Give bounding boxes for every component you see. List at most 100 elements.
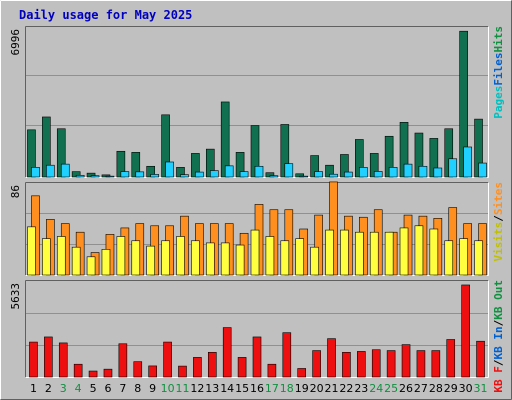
ymax-label-hits-files-pages: 6996 <box>9 29 22 56</box>
bar-kbytes-day-8 <box>133 361 143 378</box>
bar-visits-day-6 <box>101 249 111 276</box>
bar-files-day-1 <box>31 167 40 178</box>
bar-kbytes-day-22 <box>342 351 351 378</box>
x-label-day-15: 15 <box>235 382 249 395</box>
bar-kbytes-day-29 <box>446 339 456 378</box>
x-label-day-12: 12 <box>190 382 204 395</box>
bar-files-day-8 <box>135 171 145 178</box>
bar-kbytes-day-3 <box>58 342 68 378</box>
bar-kbytes-day-24 <box>371 349 381 378</box>
bar-files-day-9 <box>150 174 159 178</box>
bar-files-day-19 <box>299 175 309 178</box>
bar-kbytes-day-12 <box>193 357 202 378</box>
bar-kbytes-day-6 <box>103 368 113 378</box>
bar-kbytes-day-15 <box>237 357 247 378</box>
x-label-day-8: 8 <box>134 382 141 395</box>
bar-kbytes-day-16 <box>252 336 262 378</box>
bar-visits-day-11 <box>176 236 185 276</box>
bar-visits-day-27 <box>414 225 424 276</box>
bar-files-day-22 <box>344 171 353 178</box>
bar-files-day-3 <box>60 163 70 178</box>
bar-kbytes-day-28 <box>431 350 441 378</box>
bar-visits-day-10 <box>161 240 170 276</box>
bar-files-day-21 <box>329 173 338 178</box>
bar-files-day-26 <box>403 163 413 178</box>
bar-kbytes-day-26 <box>401 344 411 378</box>
legend-entry-kbytes-1: / <box>492 359 505 366</box>
bars-layer <box>27 30 487 378</box>
bar-files-day-2 <box>46 164 55 178</box>
legend-kbytes: KB F/KB In/KB Out <box>492 280 505 393</box>
bar-visits-day-19 <box>295 238 305 276</box>
bar-kbytes-day-7 <box>118 343 128 378</box>
bar-kbytes-day-17 <box>267 363 277 378</box>
legend-entry-kbytes-0: KB F <box>492 366 505 393</box>
bar-visits-day-17 <box>265 236 275 276</box>
bar-files-day-15 <box>239 171 249 178</box>
bar-kbytes-day-9 <box>148 365 157 378</box>
bar-files-day-29 <box>448 158 458 178</box>
bar-visits-day-16 <box>250 229 260 276</box>
legend-entry-visits-sites-1: / <box>492 215 505 222</box>
bar-kbytes-day-31 <box>476 340 485 378</box>
bar-files-day-18 <box>284 163 294 178</box>
x-day-labels: 1 2 3 4 5 6 7 8 9 10 11 12 13 14 15 16 17 18 19 20 21 22 23 24 2… <box>30 382 488 395</box>
x-label-day-14: 14 <box>220 382 234 395</box>
bar-kbytes-day-13 <box>207 351 217 378</box>
bar-visits-day-9 <box>146 245 155 276</box>
bar-files-day-5 <box>90 175 100 178</box>
x-label-day-18: 18 <box>280 382 294 395</box>
bar-visits-day-31 <box>474 240 483 276</box>
chart-title: Daily usage for May 2025 <box>19 8 192 22</box>
bar-files-day-10 <box>165 161 174 178</box>
bar-visits-day-26 <box>399 227 409 276</box>
bar-files-day-28 <box>433 167 443 178</box>
bar-files-day-20 <box>314 171 323 178</box>
bar-files-day-13 <box>209 170 219 178</box>
x-label-day-25: 25 <box>384 382 398 395</box>
bar-visits-day-14 <box>220 242 230 276</box>
bar-files-day-16 <box>254 165 264 178</box>
x-label-day-22: 22 <box>339 382 353 395</box>
bar-kbytes-day-14 <box>222 327 232 378</box>
x-label-day-4: 4 <box>75 382 82 395</box>
bar-files-day-30 <box>463 146 472 178</box>
bar-visits-day-8 <box>131 240 141 276</box>
x-label-day-10: 10 <box>161 382 175 395</box>
x-label-day-16: 16 <box>250 382 264 395</box>
ymax-label-visits-sites: 86 <box>9 185 22 198</box>
bar-visits-day-4 <box>71 246 81 276</box>
y-max-labels: 6996 86 5633 <box>9 29 22 310</box>
bar-kbytes-day-5 <box>88 370 98 378</box>
bar-visits-day-2 <box>42 238 51 276</box>
bar-visits-day-13 <box>205 242 215 276</box>
x-label-day-30: 30 <box>459 382 473 395</box>
bar-kbytes-day-23 <box>357 351 366 378</box>
bar-kbytes-day-25 <box>386 350 396 378</box>
bar-kbytes-day-20 <box>312 350 321 378</box>
bar-visits-day-21 <box>325 229 334 276</box>
bar-kbytes-day-2 <box>44 336 53 378</box>
bar-visits-day-5 <box>86 256 96 276</box>
legend-entry-kbytes-4: KB Out <box>492 280 505 320</box>
x-label-day-29: 29 <box>444 382 458 395</box>
bar-visits-day-20 <box>310 246 319 276</box>
bar-files-day-7 <box>120 171 130 178</box>
ymax-label-kbytes: 5633 <box>9 283 22 310</box>
bar-files-day-31 <box>478 162 487 178</box>
legend-entry-visits-sites-2: Sites <box>492 182 505 215</box>
x-label-day-13: 13 <box>205 382 219 395</box>
bar-kbytes-day-27 <box>416 350 426 378</box>
x-label-day-9: 9 <box>149 382 156 395</box>
legend-entry-hits-files-pages-2: Hits <box>492 26 505 53</box>
bar-kbytes-day-1 <box>29 341 38 378</box>
legend-visits-sites: Visits/Sites <box>492 182 505 262</box>
x-label-day-19: 19 <box>295 382 309 395</box>
bar-files-day-4 <box>75 174 85 178</box>
legend-entry-kbytes-2: KB In <box>492 326 505 359</box>
x-label-day-28: 28 <box>429 382 443 395</box>
bar-kbytes-day-4 <box>73 363 83 378</box>
bar-kbytes-day-30 <box>461 284 470 378</box>
